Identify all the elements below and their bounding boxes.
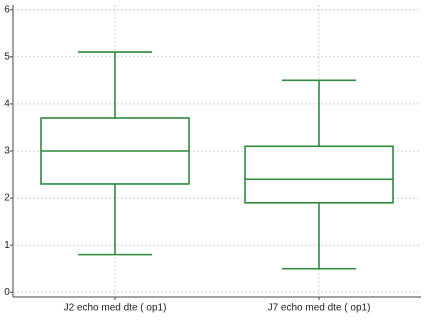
y-tick-label: 3 [4,146,10,157]
y-tick-label: 2 [4,193,10,204]
y-tick-label: 1 [4,240,10,251]
y-tick-label: 5 [4,51,10,62]
y-tick-label: 6 [4,4,10,15]
box [244,145,394,204]
y-tick-label: 4 [4,99,10,110]
y-tick-label: 0 [4,287,10,298]
x-tick-label: J7 echo med dte ( op1) [268,303,371,314]
x-tick-label: J2 echo med dte ( op1) [64,303,167,314]
